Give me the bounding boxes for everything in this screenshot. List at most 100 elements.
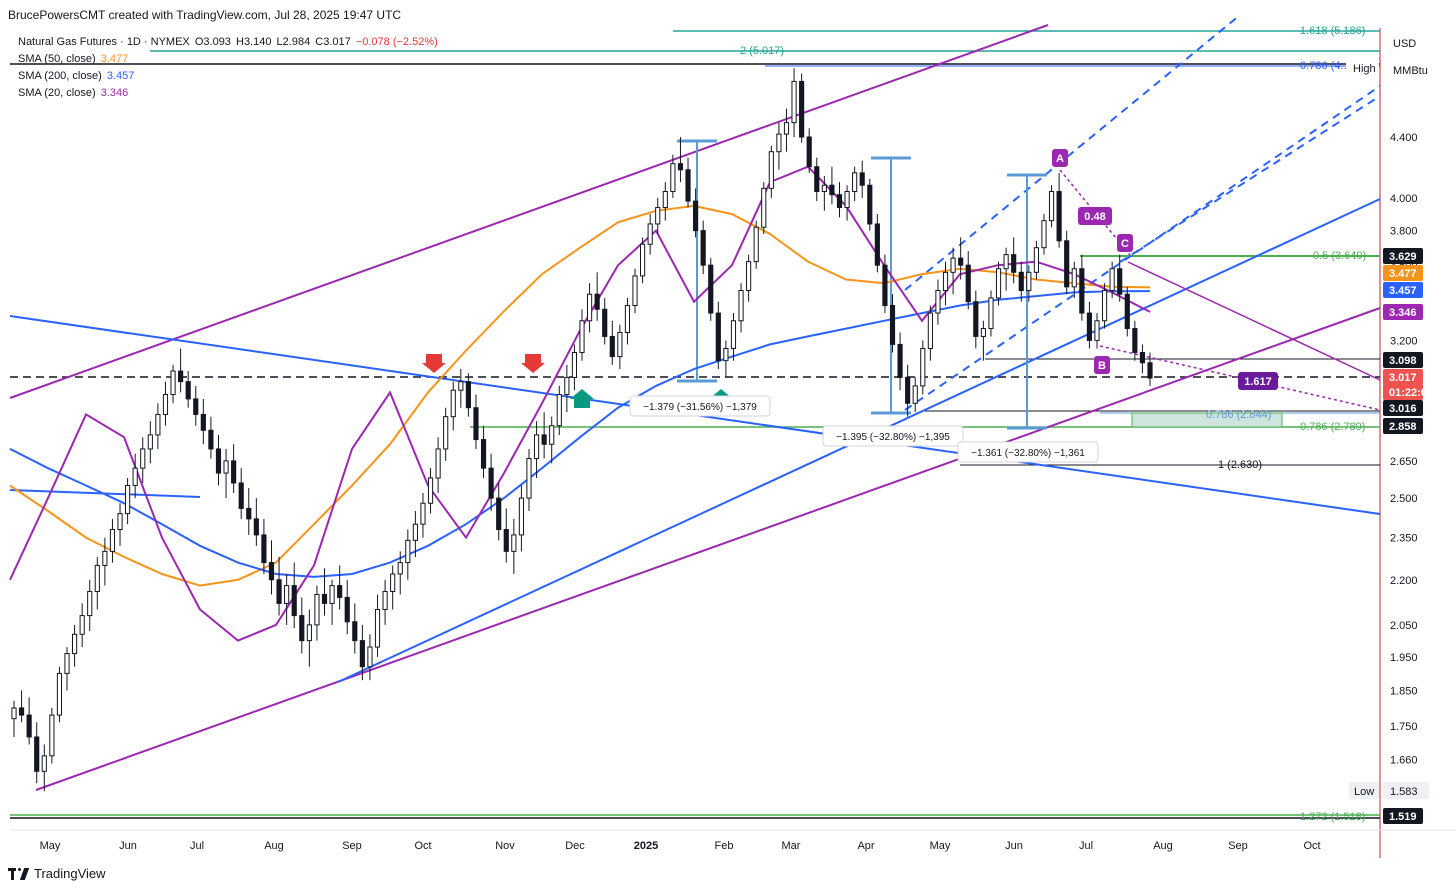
x-tick-label: Sep	[342, 840, 362, 852]
sell-arrow-2	[521, 354, 545, 373]
candle-body	[284, 585, 290, 604]
unit-label: MMBtu	[1393, 65, 1428, 77]
candle-body	[178, 370, 184, 383]
candle-body	[655, 207, 661, 225]
candle-body	[693, 200, 699, 232]
high-label: High	[1353, 63, 1376, 75]
candle-body	[344, 596, 350, 623]
legend-sma50-value: 3.477	[100, 53, 129, 65]
candle-body	[640, 243, 646, 277]
candle-body	[41, 755, 47, 772]
trendline-blue-dashed-3	[1119, 95, 1381, 263]
x-tick-label: Mar	[782, 840, 801, 852]
candle-body	[814, 166, 820, 193]
candle-body	[18, 707, 25, 716]
candle-body	[420, 502, 426, 525]
candle-body	[427, 477, 434, 504]
candle-body	[897, 343, 903, 378]
price-tag: 3.016	[1389, 403, 1417, 415]
candle-body	[94, 564, 100, 592]
candle-body	[443, 416, 449, 450]
candle-body	[617, 331, 623, 358]
abc-label-a: A	[1056, 153, 1064, 165]
low-label-bg	[1349, 782, 1379, 799]
candle-body	[208, 429, 214, 450]
candle-body	[405, 539, 411, 564]
candle-body	[1139, 352, 1146, 364]
y-tick-label: 2.350	[1390, 533, 1418, 545]
y-tick-label: 2.200	[1390, 575, 1418, 587]
candle-body	[746, 261, 752, 292]
candle-body	[594, 293, 600, 310]
candle-body	[268, 562, 275, 581]
price-tag-bg	[1383, 304, 1423, 320]
candle-body	[973, 301, 979, 337]
candle-body	[253, 518, 259, 536]
legend-sma50-row[interactable]: SMA (50, close) 3.477	[18, 51, 440, 68]
x-tick-label: Jul	[1079, 840, 1093, 852]
candle-body	[79, 615, 85, 635]
candle-body	[261, 534, 267, 564]
candle-body	[950, 257, 956, 273]
candle-body	[935, 290, 941, 314]
candle-body	[844, 191, 850, 209]
legend-sma200-row[interactable]: SMA (200, close) 3.457	[18, 68, 440, 85]
y-tick-label: 2.050	[1390, 620, 1418, 632]
candle-body	[761, 187, 767, 228]
price-tag: 3.098	[1389, 355, 1417, 367]
candle-body	[465, 381, 471, 409]
candle-body	[488, 467, 494, 499]
fib-label: 1.618 (5.186)	[1300, 25, 1365, 37]
candle-body	[852, 172, 858, 193]
low-value: 1.583	[1390, 786, 1418, 798]
candle-body	[412, 523, 418, 541]
candle-body	[549, 425, 555, 445]
candle-body	[367, 646, 373, 668]
candle-body	[882, 264, 888, 306]
candle-body	[314, 593, 320, 626]
candle-body	[132, 467, 138, 486]
legend-open: O3.093	[194, 36, 231, 48]
candle-body	[958, 257, 964, 266]
candle-body	[609, 335, 615, 358]
candle-body	[859, 172, 865, 186]
candle-body	[1147, 362, 1153, 379]
measure-label: −1.395 (−32.80%) −1,395	[836, 432, 950, 443]
candle-body	[715, 312, 721, 362]
fib-label: 0.786 (2.844)	[1206, 409, 1271, 421]
fib-label: 0.5 (3.649)	[1313, 250, 1366, 262]
x-tick-label: Sep	[1228, 840, 1248, 852]
candle-body	[905, 376, 911, 404]
candle-body	[685, 169, 691, 202]
y-tick-label: 1.750	[1390, 721, 1418, 733]
candle-body	[1026, 271, 1032, 292]
candle-body	[390, 573, 396, 592]
trendline-blue-dashed-1	[904, 85, 1381, 411]
candle-body	[1033, 247, 1039, 273]
price-tag: 3.457	[1389, 285, 1417, 297]
x-tick-label: Aug	[264, 840, 284, 852]
candle-body	[799, 80, 805, 138]
candle-body	[1003, 254, 1009, 270]
y-tick-label: 3.200	[1390, 335, 1418, 347]
candle-body	[912, 385, 918, 404]
candle-body	[541, 434, 547, 445]
candle-body	[806, 136, 812, 168]
footer-brand[interactable]: TradingView	[34, 866, 106, 881]
candle-body	[458, 381, 464, 391]
legend-symbol-row[interactable]: Natural Gas Futures · 1D · NYMEX O3.093 …	[18, 34, 440, 51]
legend-sma20-row[interactable]: SMA (20, close) 3.346	[18, 85, 440, 102]
currency-label: USD	[1393, 38, 1416, 50]
price-tag-bg	[1383, 400, 1423, 416]
triangle-upper	[1127, 261, 1381, 381]
abc-label-b-bg	[1094, 356, 1110, 374]
candle-body	[526, 457, 532, 499]
legend-sma20-label: SMA (20, close)	[18, 87, 96, 99]
candle-body	[791, 80, 797, 124]
candle-body	[965, 264, 971, 303]
x-tick-label: Jun	[1005, 840, 1023, 852]
candle-body	[87, 590, 93, 617]
price-tag: 2.858	[1389, 421, 1417, 433]
measure-label-bg	[957, 441, 1099, 463]
